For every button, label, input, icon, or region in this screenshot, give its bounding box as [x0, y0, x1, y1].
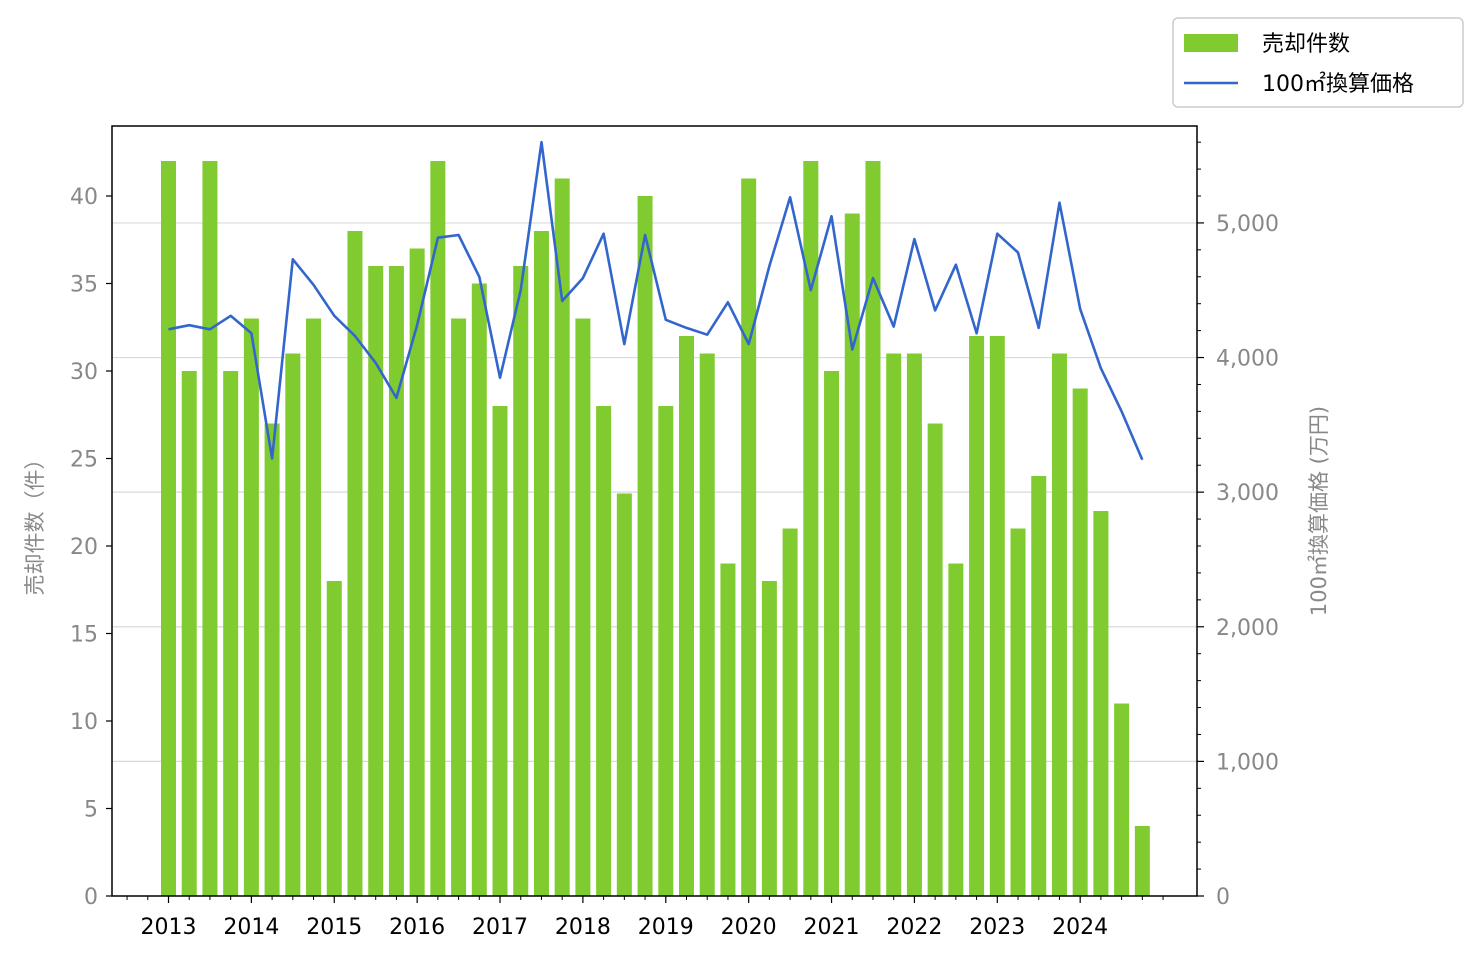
- bar-2017-Q2: [513, 266, 529, 896]
- bar-series-sales-count: [161, 161, 1150, 896]
- right-tick-label-4: 4,000: [1216, 347, 1279, 372]
- x-tick-label-2020: 2020: [721, 915, 777, 940]
- left-y-axis: 0 5 10 15 20 25 30 35 40: [70, 185, 112, 910]
- legend-frame: [1172, 17, 1464, 108]
- left-tick-label-4: 20: [70, 535, 98, 560]
- x-tick-label-2017: 2017: [472, 915, 528, 940]
- right-axis-title: 100㎡換算価格 (万円): [1307, 406, 1331, 616]
- x-tick-label-2023: 2023: [969, 915, 1025, 940]
- x-tick-label-2015: 2015: [306, 915, 362, 940]
- bar-2022-Q1: [906, 353, 922, 896]
- legend-label-price: 100㎡換算価格: [1262, 71, 1414, 97]
- left-tick-label-3: 15: [70, 623, 98, 648]
- bar-2017-Q1: [492, 406, 508, 896]
- bar-2015-Q1: [326, 581, 342, 896]
- right-tick-label-0: 0: [1216, 885, 1230, 910]
- bar-2015-Q3: [368, 266, 384, 896]
- bar-2019-Q1: [658, 406, 674, 896]
- legend-swatch-sales-count: [1184, 34, 1238, 52]
- right-tick-label-5: 5,000: [1216, 212, 1279, 237]
- bar-2024-Q2: [1093, 511, 1109, 896]
- bar-2018-Q3: [616, 493, 632, 896]
- bar-2022-Q2: [927, 423, 943, 896]
- bar-2024-Q3: [1114, 703, 1130, 896]
- bar-2023-Q1: [989, 336, 1005, 896]
- bar-2014-Q1: [243, 318, 259, 896]
- bar-2023-Q4: [1051, 353, 1067, 896]
- bar-2015-Q2: [347, 231, 363, 896]
- bar-2024-Q1: [1072, 388, 1088, 896]
- left-tick-label-8: 40: [70, 185, 98, 210]
- bar-2020-Q3: [782, 528, 798, 896]
- bar-2014-Q2: [264, 423, 280, 896]
- bar-2024-Q4: [1134, 826, 1150, 896]
- bar-2017-Q3: [533, 231, 549, 896]
- x-tick-label-2019: 2019: [638, 915, 694, 940]
- bar-2013-Q4: [223, 371, 239, 896]
- bar-2018-Q4: [637, 196, 653, 896]
- legend-label-sales-count: 売却件数: [1262, 32, 1350, 57]
- x-tick-label-2014: 2014: [223, 915, 279, 940]
- left-tick-label-1: 5: [84, 798, 98, 823]
- bar-2016-Q2: [430, 161, 446, 896]
- x-tick-label-2022: 2022: [886, 915, 942, 940]
- left-tick-label-2: 10: [70, 710, 98, 735]
- price-series-line: [168, 140, 1144, 461]
- bar-2021-Q2: [844, 213, 860, 896]
- bar-2022-Q3: [948, 563, 964, 896]
- bar-2014-Q3: [285, 353, 301, 896]
- x-tick-label-2016: 2016: [389, 915, 445, 940]
- right-tick-label-1: 1,000: [1216, 750, 1279, 775]
- left-tick-label-0: 0: [84, 885, 98, 910]
- bar-2019-Q4: [720, 563, 736, 896]
- bar-2013-Q1: [161, 161, 176, 896]
- line-series-price: [168, 140, 1144, 461]
- bar-2014-Q4: [306, 318, 322, 896]
- bar-2016-Q3: [451, 318, 467, 896]
- bar-2020-Q4: [803, 161, 819, 896]
- bar-2017-Q4: [554, 178, 570, 896]
- x-axis: 2013 2014 2015 2016 2017 2018 2019 2020 2021 2022…: [126, 896, 1164, 940]
- bar-2016-Q4: [471, 283, 487, 896]
- x-tick-label-2013: 2013: [141, 915, 197, 940]
- right-y-axis: 0 1,000 2,000 3,000 4,000 5,000: [1197, 141, 1279, 910]
- bar-2021-Q3: [865, 161, 881, 896]
- bar-2018-Q2: [596, 406, 612, 896]
- plot-frame: [111, 125, 1198, 897]
- right-tick-label-3: 3,000: [1216, 481, 1279, 506]
- legend: 売却件数 100㎡換算価格: [1172, 17, 1464, 108]
- bar-2020-Q1: [741, 178, 757, 896]
- left-tick-label-5: 25: [70, 448, 98, 473]
- x-tick-label-2024: 2024: [1052, 915, 1108, 940]
- right-tick-label-2: 2,000: [1216, 616, 1279, 641]
- bar-2018-Q1: [575, 318, 591, 896]
- bar-2021-Q1: [824, 371, 840, 896]
- bar-2015-Q4: [388, 266, 404, 896]
- bar-2013-Q2: [181, 371, 197, 896]
- x-tick-label-2018: 2018: [555, 915, 611, 940]
- bar-2021-Q4: [886, 353, 902, 896]
- x-tick-label-2021: 2021: [804, 915, 860, 940]
- bar-2020-Q2: [761, 581, 777, 896]
- bar-2022-Q4: [969, 336, 985, 896]
- bar-2013-Q3: [202, 161, 218, 896]
- bar-2019-Q2: [679, 336, 694, 896]
- left-tick-label-6: 30: [70, 360, 98, 385]
- left-axis-title: 売却件数（件）: [23, 449, 47, 596]
- bar-2016-Q1: [409, 248, 425, 896]
- left-tick-label-7: 35: [70, 273, 98, 298]
- bar-2023-Q2: [1010, 528, 1026, 896]
- bar-2019-Q3: [699, 353, 715, 896]
- bar-2023-Q3: [1031, 476, 1047, 896]
